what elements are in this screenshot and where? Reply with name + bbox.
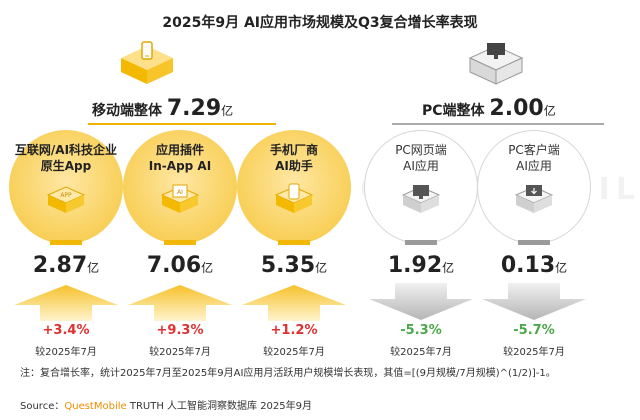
svg-text:APP: APP: [60, 192, 72, 199]
cloud-download-icon: [512, 183, 556, 217]
svg-text:AI: AI: [177, 189, 183, 196]
mobile-underline: [88, 123, 276, 125]
mobile-total-value: 7.29: [166, 96, 222, 121]
compare-label: 较2025年7月: [503, 347, 565, 358]
source-brand: QuestMobile: [64, 401, 127, 412]
compare-label: 较2025年7月: [149, 347, 211, 358]
value-label: 0.13亿: [500, 253, 568, 278]
compare-label: 较2025年7月: [35, 347, 97, 358]
mobile-box-icon: [121, 41, 173, 84]
category-label: PC客户端 AI应用: [508, 143, 560, 173]
value-marker: [50, 240, 82, 245]
pc-total-value: 2.00: [489, 96, 544, 121]
value-marker: [518, 240, 550, 245]
phone-icon: [272, 183, 316, 217]
pc-underline: [392, 123, 604, 125]
growth-up-arrow: [128, 285, 232, 321]
value-marker: [405, 240, 437, 245]
ai-plugin-icon: AI: [158, 183, 202, 217]
growth-rate: -5.7%: [513, 323, 555, 338]
value-label: 7.06亿: [146, 253, 214, 278]
pc-total-label: PC端整体 2.00亿: [422, 96, 556, 121]
growth-rate: -5.3%: [400, 323, 442, 338]
app-icon: APP: [44, 183, 88, 217]
compare-label: 较2025年7月: [263, 347, 325, 358]
value-label: 5.35亿: [260, 253, 328, 278]
mobile-total-label: 移动端整体 7.29亿: [92, 96, 234, 121]
category-label: 手机厂商 AI助手: [269, 143, 318, 173]
chart-title: 2025年9月 AI应用市场规模及Q3复合增长率表现: [162, 15, 478, 31]
growth-up-arrow: [242, 285, 346, 321]
monitor-icon: [399, 183, 443, 217]
category-label: PC网页端 AI应用: [395, 143, 447, 173]
value-label: 1.92亿: [387, 253, 455, 278]
growth-rate: +1.2%: [270, 323, 318, 338]
value-marker: [164, 240, 196, 245]
pc-box-icon: [468, 43, 524, 85]
source-line: Source：QuestMobile TRUTH 人工智能洞察数据库 2025年…: [20, 401, 313, 412]
footnote: 注：复合增长率，统计2025年7月至2025年9月AI应用月活跃用户规模增长表现…: [20, 368, 556, 379]
growth-rate: +9.3%: [156, 323, 204, 338]
category-label: 应用插件 In-App AI: [148, 143, 212, 173]
growth-rate: +3.4%: [42, 323, 90, 338]
growth-down-arrow: [482, 283, 586, 320]
value-marker: [278, 240, 310, 245]
category-label: 互联网/AI科技企业 原生App: [14, 143, 118, 173]
value-label: 2.87亿: [32, 253, 100, 278]
compare-label: 较2025年7月: [390, 347, 452, 358]
growth-up-arrow: [14, 285, 118, 321]
growth-down-arrow: [369, 283, 473, 320]
